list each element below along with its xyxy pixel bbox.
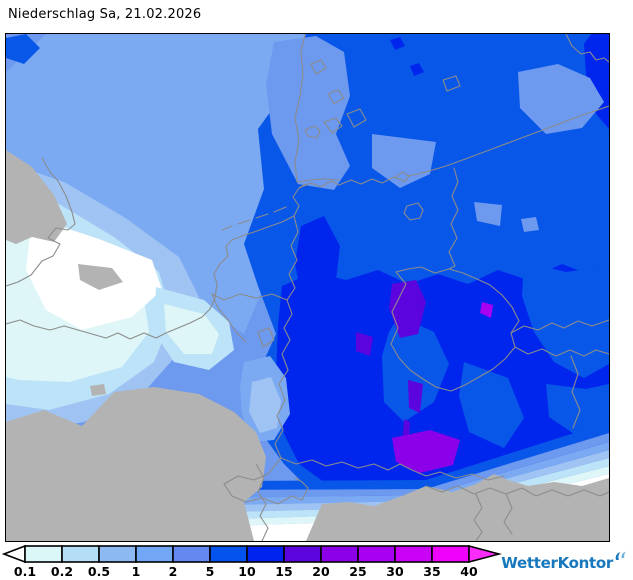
legend-scale: 0.1 0.2 0.5 1 2 5 10 15 20 25 30 35 40 <box>2 545 502 579</box>
legend-cell <box>172 545 211 563</box>
calais-landmass <box>78 264 123 290</box>
legend-tick-label: 15 <box>275 564 292 579</box>
legend-tick-label: 20 <box>312 564 330 579</box>
legend-tick-label: 0.5 <box>88 564 110 579</box>
legend-cell <box>98 545 137 563</box>
legend-tick-label: 25 <box>349 564 366 579</box>
wetterkontor-logo-icon <box>615 551 626 560</box>
legend-tick-label: 0.2 <box>51 564 73 579</box>
england-landmass <box>6 150 67 244</box>
legend-cell <box>394 545 433 563</box>
legend-cell <box>357 545 396 563</box>
legend-tick-label: 35 <box>423 564 440 579</box>
no-data-landmass <box>6 150 609 541</box>
precipitation-field <box>6 34 609 541</box>
precipitation-map-frame <box>5 33 610 542</box>
legend-cell <box>246 545 285 563</box>
legend-cell <box>283 545 322 563</box>
legend-cell <box>320 545 359 563</box>
map-title: Niederschlag Sa, 21.02.2026 <box>8 7 202 22</box>
precipitation-map <box>6 34 609 541</box>
legend-tick-label: 40 <box>460 564 478 579</box>
legend-cell <box>61 545 100 563</box>
italy-landmass <box>306 474 609 541</box>
france-landmass <box>6 387 266 541</box>
legend-tick-label: 30 <box>386 564 404 579</box>
legend-underflow-arrow <box>2 545 26 564</box>
legend-tick-label: 0.1 <box>14 564 36 579</box>
legend-cell <box>24 545 63 563</box>
legend-overflow-arrow <box>468 545 502 564</box>
legend-cell <box>135 545 174 563</box>
wetterkontor-logo-text: WetterKontor <box>501 554 613 572</box>
legend-tick-label: 5 <box>206 564 215 579</box>
country-borders <box>6 34 609 541</box>
wetterkontor-logo: WetterKontor <box>501 551 627 578</box>
legend-tick-label: 10 <box>238 564 256 579</box>
legend-cell <box>431 545 470 563</box>
legend-cell <box>209 545 248 563</box>
legend-tick-label: 1 <box>132 564 141 579</box>
legend-tick-label: 2 <box>169 564 178 579</box>
